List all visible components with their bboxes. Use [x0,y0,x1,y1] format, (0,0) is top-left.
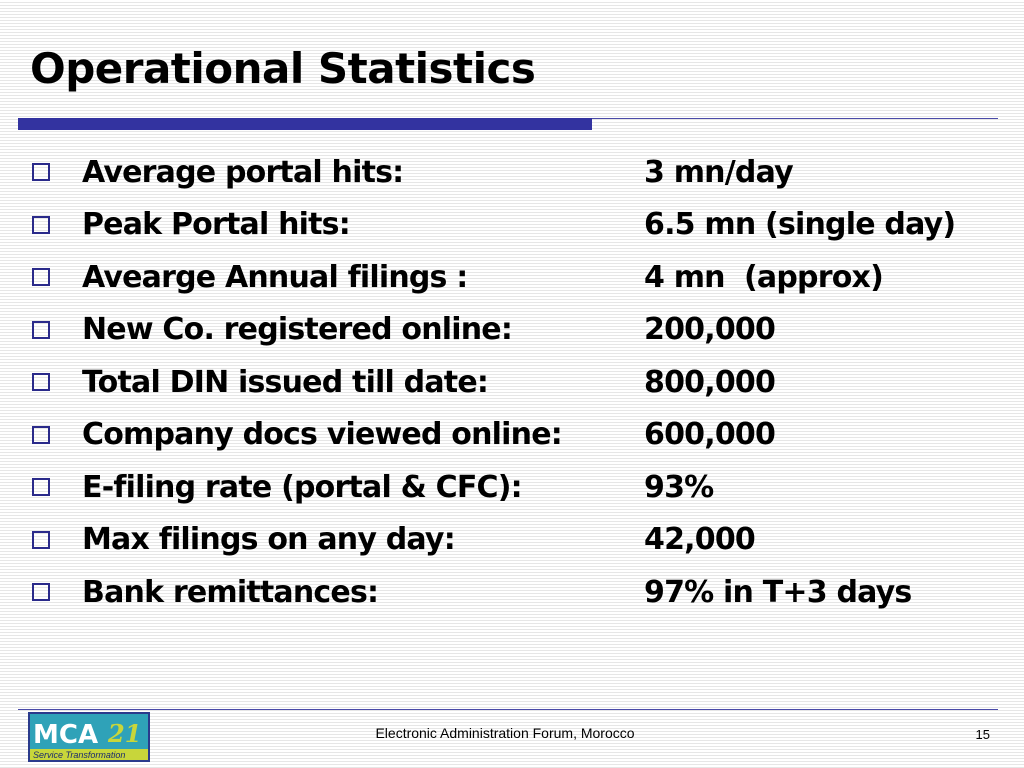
title-accent-bar [18,118,592,130]
square-bullet-icon [32,215,50,234]
square-bullet-icon [32,163,50,182]
stat-label: Max filings on any day: [82,522,456,558]
list-item: Average portal hits: 3 mn/day [30,146,990,199]
square-bullet-icon [32,320,50,339]
list-item: New Co. registered online: 200,000 [30,304,990,357]
stat-label: New Co. registered online: [82,312,513,348]
logo-number: 21 [107,719,141,748]
square-bullet-icon [32,530,50,549]
logo-tagline: Service Transformation [33,750,125,760]
stat-label: Avearge Annual filings : [82,259,468,295]
list-item: Company docs viewed online: 600,000 [30,409,990,462]
stat-label: Bank remittances: [82,574,379,610]
statistics-list: Average portal hits: 3 mn/day Peak Porta… [30,146,990,619]
list-item: Total DIN issued till date: 800,000 [30,356,990,409]
logo-wordmark: MCA [33,720,98,750]
list-item: Bank remittances: 97% in T+3 days [30,566,990,619]
stat-value: 800,000 [644,364,776,400]
stat-value: 3 mn/day [644,154,794,190]
list-item: Peak Portal hits: 6.5 mn (single day) [30,199,990,252]
stat-label: E-filing rate (portal & CFC): [82,469,523,505]
stat-value: 600,000 [644,417,776,453]
stat-value: 4 mn (approx) [644,259,884,295]
stat-value: 200,000 [644,312,776,348]
footer-event-name: Electronic Administration Forum, Morocco [375,725,635,741]
stat-value: 97% in T+3 days [644,574,912,610]
stat-value: 93% [644,469,714,505]
slide-title: Operational Statistics [30,44,536,93]
stat-label: Company docs viewed online: [82,417,563,453]
mca21-logo: MCA 21 Service Transformation [28,712,150,762]
footer-divider [18,709,998,710]
list-item: E-filing rate (portal & CFC): 93% [30,461,990,514]
stat-label: Peak Portal hits: [82,207,351,243]
square-bullet-icon [32,583,50,602]
stat-label: Average portal hits: [82,154,404,190]
square-bullet-icon [32,373,50,392]
list-item: Avearge Annual filings : 4 mn (approx) [30,251,990,304]
stat-label: Total DIN issued till date: [82,364,489,400]
stat-value: 6.5 mn (single day) [644,207,956,243]
page-number: 15 [975,727,990,742]
square-bullet-icon [32,268,50,287]
square-bullet-icon [32,425,50,444]
square-bullet-icon [32,478,50,497]
list-item: Max filings on any day: 42,000 [30,514,990,567]
stat-value: 42,000 [644,522,756,558]
